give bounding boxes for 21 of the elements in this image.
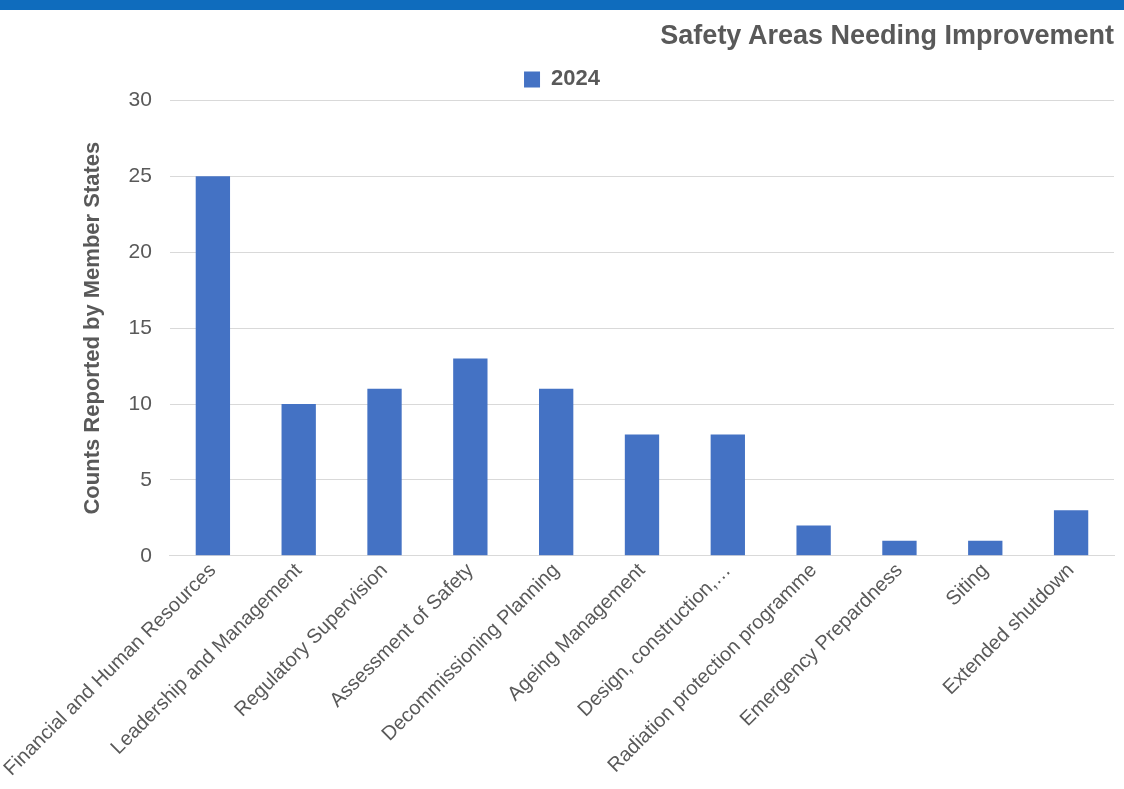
y-tick-label: 25 [128, 163, 152, 187]
bar [882, 540, 917, 556]
bar [281, 404, 316, 556]
y-axis-title: Counts Reported by Member States [79, 141, 105, 515]
bar [539, 388, 574, 556]
bar [1053, 510, 1089, 556]
chart-title: Safety Areas Needing Improvement [660, 19, 1114, 50]
bar [710, 434, 745, 556]
y-tick-label: 30 [128, 87, 152, 111]
legend-label: 2024 [551, 65, 601, 91]
y-tick-label: 20 [128, 239, 152, 263]
y-tick-label: 10 [128, 390, 152, 414]
bar [968, 540, 1003, 556]
bar [367, 388, 402, 556]
bar [624, 434, 660, 556]
y-tick-label: 0 [140, 542, 152, 566]
bar [453, 358, 488, 556]
bar [195, 176, 231, 556]
y-tick-label: 15 [128, 314, 152, 338]
bar [796, 525, 831, 556]
y-tick-label: 5 [140, 466, 152, 490]
